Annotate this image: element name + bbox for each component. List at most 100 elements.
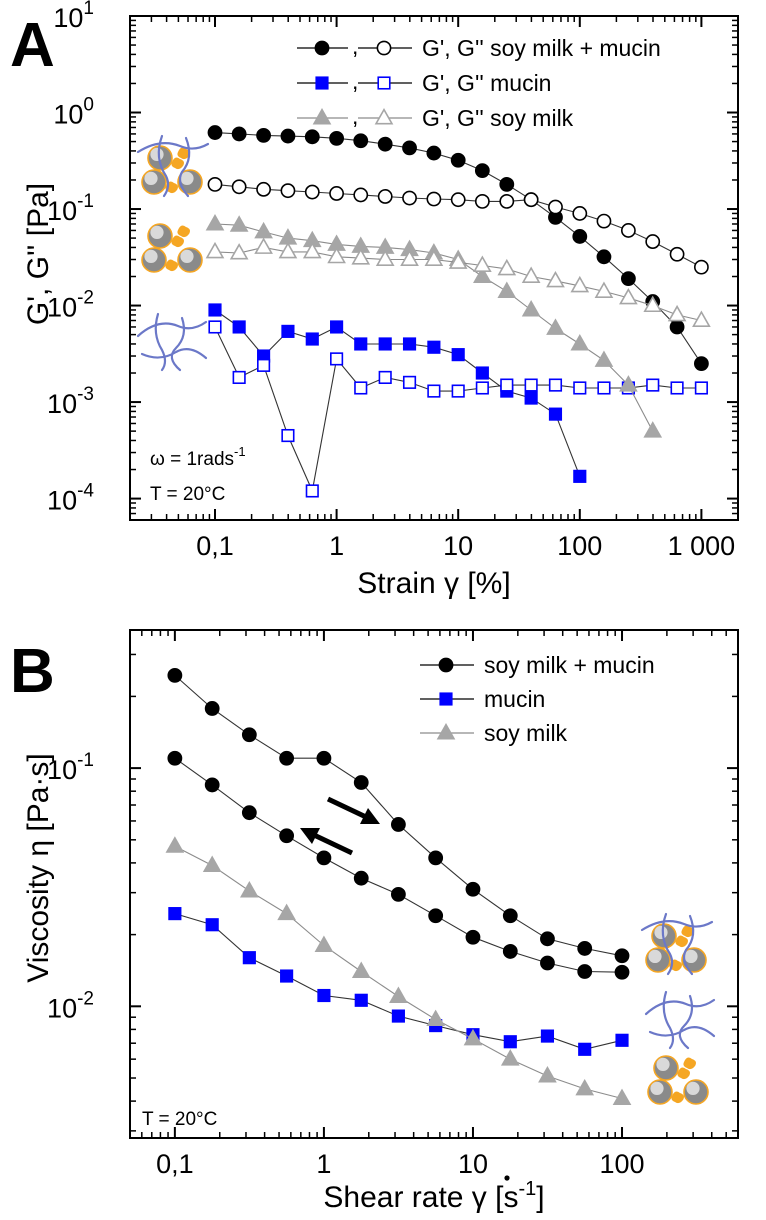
x-axis-label-exponent: -1 xyxy=(518,1178,536,1200)
legend-marker-filled xyxy=(314,40,330,56)
data-point xyxy=(524,378,538,392)
protein-aggregate xyxy=(177,225,190,238)
soy-milk-icon xyxy=(647,1055,709,1105)
data-point xyxy=(302,241,322,259)
data-point xyxy=(502,908,518,924)
series-g-soy-milk-open xyxy=(205,237,711,327)
data-point xyxy=(400,249,419,266)
legend-label: mucin xyxy=(484,686,545,712)
legend-label: G', G'' soy milk xyxy=(422,105,574,131)
y-axis-label: G', G'' [Pa] xyxy=(22,183,55,325)
data-point xyxy=(281,428,295,443)
y-tick-base: 10 xyxy=(53,3,83,33)
data-point xyxy=(402,140,417,156)
data-point xyxy=(316,750,332,766)
data-point xyxy=(232,370,246,385)
data-point xyxy=(428,908,444,924)
data-point xyxy=(693,356,709,372)
data-point xyxy=(277,903,296,921)
legend-marker-open xyxy=(377,76,391,90)
data-point xyxy=(463,1028,483,1046)
data-point xyxy=(502,944,518,959)
data-point xyxy=(643,421,663,438)
data-point xyxy=(572,229,588,244)
data-point xyxy=(280,969,294,983)
data-point xyxy=(426,145,442,161)
protein-aggregate xyxy=(683,1057,696,1070)
data-point xyxy=(330,320,344,334)
data-point xyxy=(424,249,444,266)
data-point xyxy=(375,249,395,266)
data-point xyxy=(240,880,259,898)
down-ramp-arrow-shaft xyxy=(312,832,354,856)
data-point xyxy=(390,817,406,832)
particle-highlight xyxy=(648,949,662,964)
particle xyxy=(147,223,173,249)
mucin-icon xyxy=(136,312,208,372)
data-point xyxy=(597,381,611,395)
data-point xyxy=(280,183,296,199)
data-point xyxy=(497,258,517,276)
data-point xyxy=(208,303,222,317)
data-point xyxy=(426,191,442,207)
data-point xyxy=(500,1049,520,1066)
legend-entry: soy milk xyxy=(420,720,568,746)
data-point xyxy=(546,318,565,335)
legend-entry: , G', G'' soy milk + mucin xyxy=(297,33,661,61)
data-point xyxy=(389,986,408,1003)
data-point xyxy=(378,337,392,351)
x-axis-label-symbol: γ xyxy=(444,567,459,600)
y-tick-exponent: 1 xyxy=(83,0,94,19)
data-point xyxy=(427,340,441,354)
y-tick-label: 10-1 xyxy=(47,191,94,226)
particle-highlight xyxy=(150,147,164,161)
data-point xyxy=(205,918,219,932)
mucin-strand xyxy=(178,136,191,198)
particle-highlight xyxy=(180,171,194,185)
mucin-strand xyxy=(640,919,714,932)
data-point xyxy=(614,948,630,964)
emulsion-part xyxy=(141,145,203,195)
particle-highlight xyxy=(150,225,164,239)
series-g-mucin-open xyxy=(208,320,708,498)
data-point xyxy=(572,206,588,221)
particle xyxy=(653,1055,679,1081)
data-point xyxy=(451,384,465,398)
data-point xyxy=(497,281,517,298)
y-tick-base: 10 xyxy=(47,755,77,785)
data-point xyxy=(451,348,465,362)
data-point xyxy=(548,378,563,392)
data-point xyxy=(596,213,612,229)
data-point xyxy=(256,127,271,143)
data-point xyxy=(354,381,368,395)
series-soy-milk xyxy=(165,836,632,1106)
data-point xyxy=(280,128,296,144)
particle-highlight xyxy=(180,249,194,263)
data-point xyxy=(669,246,685,262)
legend: soy milk + mucin mucin soy milk xyxy=(420,652,655,746)
protein-aggregate xyxy=(165,259,178,272)
legend-separator: , xyxy=(352,68,358,94)
data-point xyxy=(427,384,441,398)
x-axis-label-symbol: γ xyxy=(472,1181,487,1214)
mucin-strand xyxy=(140,347,208,360)
data-point xyxy=(612,1088,632,1106)
particle xyxy=(683,1079,709,1105)
mucin-strand xyxy=(136,141,210,154)
mucin-strand xyxy=(678,994,694,1050)
data-point xyxy=(448,252,468,269)
legend: , G', G'' soy milk + mucin, G', G'' mucin,… xyxy=(297,33,661,131)
data-point xyxy=(377,189,393,204)
data-point xyxy=(450,192,466,208)
x-tick-label: 1 000 xyxy=(668,531,736,561)
particle-highlight xyxy=(144,249,158,263)
data-point xyxy=(577,964,593,979)
x-axis-label: Shear rate γ [s-1] xyxy=(323,1178,544,1214)
particle-highlight xyxy=(656,1057,670,1071)
data-point xyxy=(521,266,541,283)
x-axis-label-main: Strain xyxy=(357,567,444,600)
data-point xyxy=(351,961,371,978)
angular-frequency-annotation: ω = 1rads-1 xyxy=(150,444,246,470)
